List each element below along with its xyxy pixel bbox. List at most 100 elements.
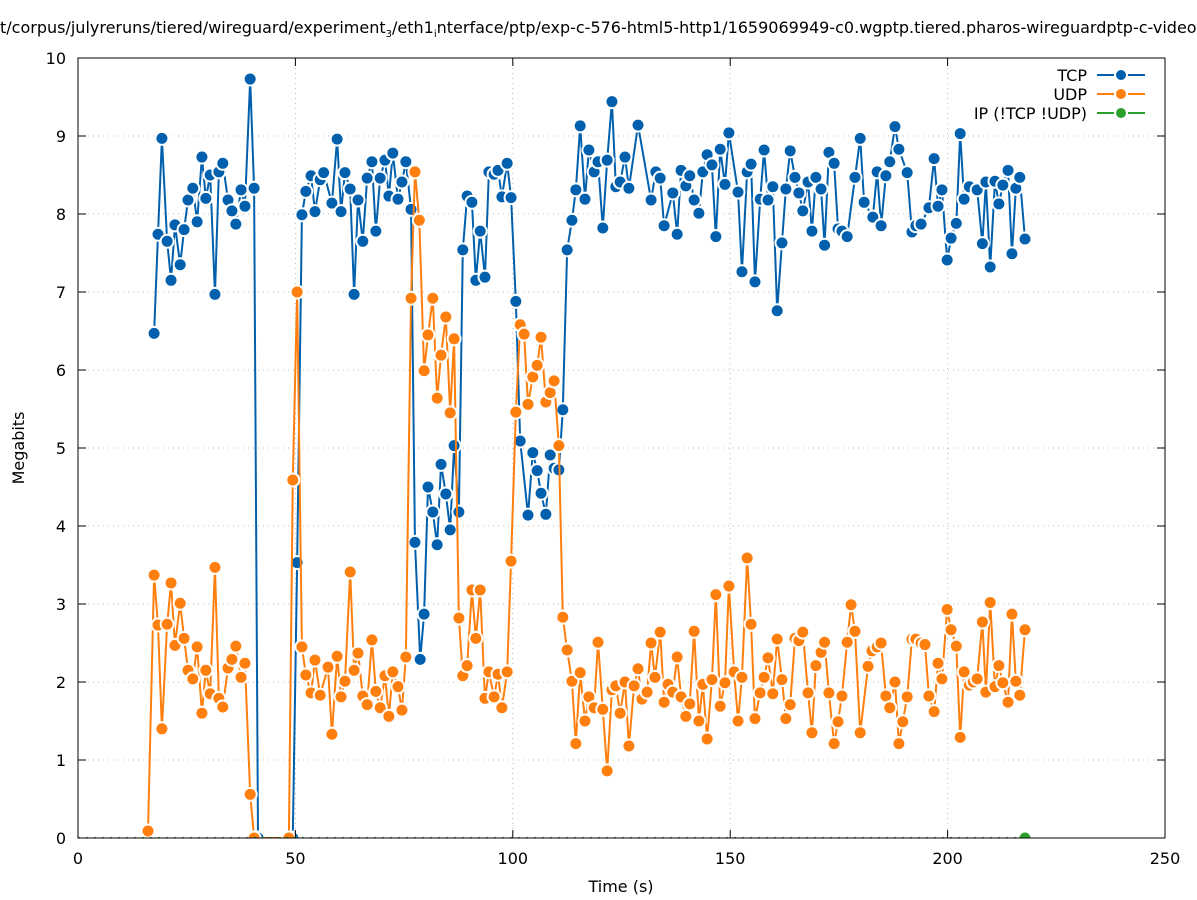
data-point-udp [760, 650, 776, 666]
data-point-udp [516, 326, 532, 342]
data-point-udp [577, 713, 593, 729]
data-point-udp [590, 634, 606, 650]
data-point-tcp [568, 182, 584, 198]
y-tick-label: 9 [56, 127, 66, 146]
data-point-udp [873, 635, 889, 651]
data-point-tcp [787, 169, 803, 185]
chart-title: t/corpus/julyreruns/tiered/wireguard/exp… [0, 18, 1197, 40]
data-point-tcp [390, 191, 406, 207]
data-point-tcp [717, 176, 733, 192]
data-point-tcp [643, 192, 659, 208]
data-point-udp [834, 688, 850, 704]
data-point-udp [774, 672, 790, 688]
x-tick-label: 200 [932, 849, 963, 868]
data-point-tcp [185, 180, 201, 196]
data-point-tcp [189, 214, 205, 230]
y-axis-label: Megabits [9, 412, 28, 485]
data-point-udp [486, 689, 502, 705]
data-point-udp [359, 697, 375, 713]
data-point-udp [686, 623, 702, 639]
data-point-tcp [630, 117, 646, 133]
data-point-tcp [572, 118, 588, 134]
data-point-udp [843, 597, 859, 613]
data-point-udp [991, 658, 1007, 674]
data-point-udp [368, 683, 384, 699]
data-point-tcp [826, 155, 842, 171]
title-part: t/corpus/julyreruns/tiered/wireguard/exp… [0, 18, 386, 37]
data-point-tcp [512, 433, 528, 449]
data-point-udp [403, 290, 419, 306]
data-point-tcp [599, 152, 615, 168]
data-point-udp [198, 662, 214, 678]
data-point-udp [1000, 694, 1016, 710]
data-point-tcp [350, 192, 366, 208]
data-point-tcp [207, 286, 223, 302]
data-point-udp [385, 664, 401, 680]
data-point-tcp [974, 236, 990, 252]
data-point-udp [795, 624, 811, 640]
data-point-tcp [372, 170, 388, 186]
data-point-udp [995, 675, 1011, 691]
series-ip-tcp-udp [78, 830, 1033, 838]
data-point-tcp [691, 205, 707, 221]
data-point-tcp [555, 402, 571, 418]
data-point-udp [442, 405, 458, 421]
y-tick-label: 0 [56, 829, 66, 848]
data-point-udp [433, 347, 449, 363]
data-point-udp [294, 639, 310, 655]
data-point-udp [381, 708, 397, 724]
data-point-udp [333, 689, 349, 705]
y-tick-label: 1 [56, 751, 66, 770]
data-point-udp [242, 786, 258, 802]
data-point-tcp [559, 242, 575, 258]
data-point-udp [895, 714, 911, 730]
data-point-udp [656, 694, 672, 710]
data-point-tcp [882, 154, 898, 170]
data-point-udp [372, 700, 388, 716]
data-point-tcp [538, 506, 554, 522]
data-point-udp [329, 648, 345, 664]
data-point-udp [678, 708, 694, 724]
data-point-tcp [337, 165, 353, 181]
data-point-udp [568, 736, 584, 752]
data-point-tcp [542, 447, 558, 463]
data-point-tcp [316, 165, 332, 181]
data-point-tcp [1017, 231, 1033, 247]
data-point-udp [154, 721, 170, 737]
data-point-tcp [913, 216, 929, 232]
data-point-tcp [246, 180, 262, 196]
data-point-tcp [948, 215, 964, 231]
data-point-udp [956, 664, 972, 680]
data-point-udp [289, 284, 305, 300]
data-point-tcp [520, 507, 536, 523]
data-point-udp [939, 601, 955, 617]
data-point-udp [551, 438, 567, 454]
series-line-udp [147, 171, 1026, 838]
data-point-udp [752, 685, 768, 701]
data-point-udp [499, 664, 515, 680]
data-point-udp [420, 327, 436, 343]
data-point-tcp [839, 229, 855, 245]
data-point-udp [398, 649, 414, 665]
data-point-udp [176, 630, 192, 646]
data-point-udp [717, 675, 733, 691]
data-point-tcp [525, 445, 541, 461]
data-point-tcp [604, 94, 620, 110]
data-point-tcp [926, 151, 942, 167]
data-point-udp [734, 669, 750, 685]
data-point-tcp [652, 170, 668, 186]
data-point-udp [185, 671, 201, 687]
data-point-tcp [778, 181, 794, 197]
data-point-tcp [446, 438, 462, 454]
data-point-tcp [224, 203, 240, 219]
data-point-tcp [982, 259, 998, 275]
data-point-tcp [708, 229, 724, 245]
data-point-tcp [577, 191, 593, 207]
data-point-udp [982, 594, 998, 610]
data-point-tcp [856, 194, 872, 210]
data-point-tcp [621, 180, 637, 196]
data-point-udp [930, 655, 946, 671]
